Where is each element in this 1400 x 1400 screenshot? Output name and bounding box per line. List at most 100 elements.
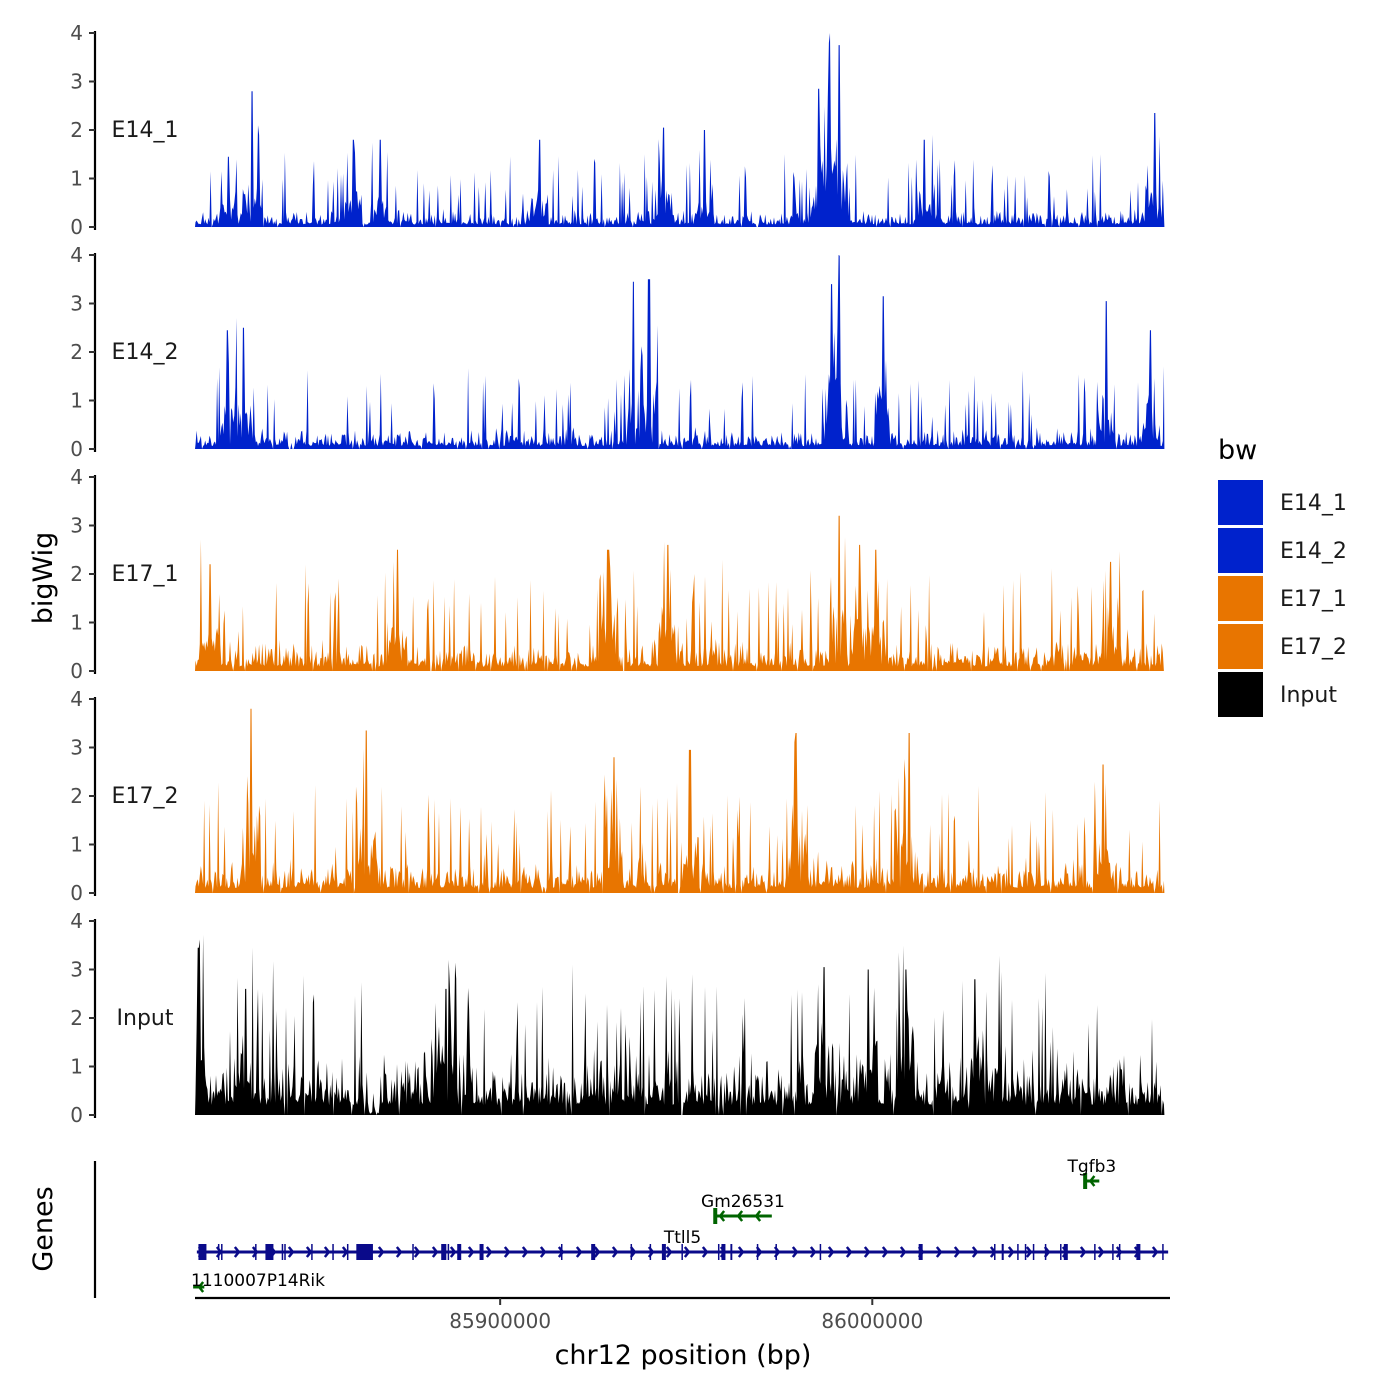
exon: [721, 1244, 726, 1260]
y-tick-label: 4: [70, 243, 83, 267]
y-tick-label: 1: [70, 833, 83, 857]
strand-chevron: [503, 1246, 511, 1258]
strand-chevron: [665, 1246, 673, 1258]
strand-chevron: [1151, 1246, 1159, 1258]
strand-chevron: [323, 1246, 331, 1258]
y-tick-label: 4: [70, 687, 83, 711]
exon: [661, 1244, 666, 1260]
strand-chevron: [791, 1246, 799, 1258]
strand-chevron: [395, 1246, 403, 1258]
strand-chevron: [305, 1246, 313, 1258]
gene-label: Gm26531: [701, 1192, 785, 1212]
y-tick-label: 3: [70, 70, 83, 94]
strand-chevron: [521, 1246, 529, 1258]
signal-area-e14_1: [195, 33, 1165, 227]
strand-chevron: [629, 1246, 637, 1258]
y-tick-label: 3: [70, 958, 83, 982]
signal-area-input: [195, 934, 1165, 1115]
exon: [1083, 1173, 1088, 1189]
gene-label: Ttll5: [663, 1228, 701, 1248]
gene-1110007p14rik: 1110007P14Rik: [191, 1271, 325, 1293]
gene-gm26531: Gm26531: [701, 1192, 785, 1224]
legend-swatch: [1218, 528, 1263, 573]
x-axis: 85900000 86000000: [195, 1296, 1170, 1333]
legend-label: E14_2: [1280, 539, 1347, 564]
y-tick-label: 0: [70, 437, 83, 461]
y-tick-label: 2: [70, 1006, 83, 1030]
strand-chevron: [683, 1246, 691, 1258]
legend-swatch: [1218, 576, 1263, 621]
strand-chevron: [575, 1246, 583, 1258]
track-label: E14_1: [112, 118, 179, 143]
y-tick-label: 1: [70, 389, 83, 413]
legend-item-e17_2: E17_2: [1218, 624, 1347, 669]
y-tick-label: 0: [70, 215, 83, 239]
gene-label: Tgfb3: [1066, 1157, 1116, 1177]
strand-chevron: [539, 1246, 547, 1258]
y-tick-label: 4: [70, 21, 83, 45]
legend-title: bw: [1218, 435, 1257, 466]
legend-item-e14_1: E14_1: [1218, 480, 1347, 525]
strand-chevron: [413, 1246, 421, 1258]
y-tick-label: 1: [70, 167, 83, 191]
strand-chevron: [377, 1246, 385, 1258]
strand-chevron: [287, 1246, 295, 1258]
strand-chevron: [1007, 1246, 1015, 1258]
strand-chevron: [431, 1246, 439, 1258]
signal-area-e17_1: [195, 515, 1165, 671]
y-tick-label: 2: [70, 340, 83, 364]
strand-chevron: [557, 1246, 565, 1258]
strand-chevron: [718, 1210, 726, 1222]
signal-area-e14_2: [195, 255, 1165, 449]
strand-chevron: [1025, 1246, 1033, 1258]
y-tick-label: 1: [70, 1055, 83, 1079]
strand-chevron: [467, 1246, 475, 1258]
legend-swatch: [1218, 672, 1263, 717]
strand-chevron: [341, 1246, 349, 1258]
y-tick-label: 4: [70, 909, 83, 933]
strand-chevron: [449, 1246, 457, 1258]
legend-label: E14_1: [1280, 491, 1347, 516]
strand-chevron: [1097, 1246, 1105, 1258]
strand-chevron: [935, 1246, 943, 1258]
gene-ttll5: Ttll5: [196, 1228, 1169, 1260]
track-label: Input: [117, 1006, 174, 1031]
y-tick-label: 2: [70, 784, 83, 808]
track-input: 0 1 2 3 4 Input: [70, 909, 1165, 1127]
track-label: E14_2: [112, 340, 179, 365]
exon: [198, 1244, 207, 1260]
exon: [265, 1244, 274, 1260]
y-tick-label: 1: [70, 611, 83, 635]
strand-chevron: [251, 1246, 259, 1258]
track-e17_1: 0 1 2 3 4 E17_1: [70, 465, 1165, 683]
strand-chevron: [593, 1246, 601, 1258]
gene-tgfb3: Tgfb3: [1066, 1157, 1116, 1189]
legend-label: E17_2: [1280, 635, 1347, 660]
strand-chevron: [863, 1246, 871, 1258]
signal-area-e17_2: [195, 708, 1165, 893]
legend-swatch: [1218, 480, 1263, 525]
strand-chevron: [233, 1246, 241, 1258]
legend-label: E17_1: [1280, 587, 1347, 612]
strand-chevron: [899, 1246, 907, 1258]
exon: [1063, 1244, 1068, 1260]
strand-chevron: [754, 1210, 762, 1222]
legend-label: Input: [1280, 683, 1337, 708]
x-tick-label: 85900000: [449, 1309, 551, 1333]
exon: [442, 1244, 447, 1260]
legend-item-input: Input: [1218, 672, 1337, 717]
exon: [356, 1244, 373, 1260]
strand-chevron: [485, 1246, 493, 1258]
strand-chevron: [701, 1246, 709, 1258]
exon: [713, 1208, 718, 1224]
exon: [457, 1244, 462, 1260]
exon: [591, 1244, 596, 1260]
strand-chevron: [881, 1246, 889, 1258]
y-axis-title: bigWig: [28, 532, 59, 625]
signal-tracks: 0 1 2 3 4 E14_1 0 1 2 3 4 E14_2 0 1 2 3 4 E17_1 0 1 2 3 4 E17_2…: [70, 21, 1165, 1127]
strand-chevron: [827, 1246, 835, 1258]
track-e17_2: 0 1 2 3 4 E17_2: [70, 687, 1165, 905]
y-tick-label: 2: [70, 118, 83, 142]
